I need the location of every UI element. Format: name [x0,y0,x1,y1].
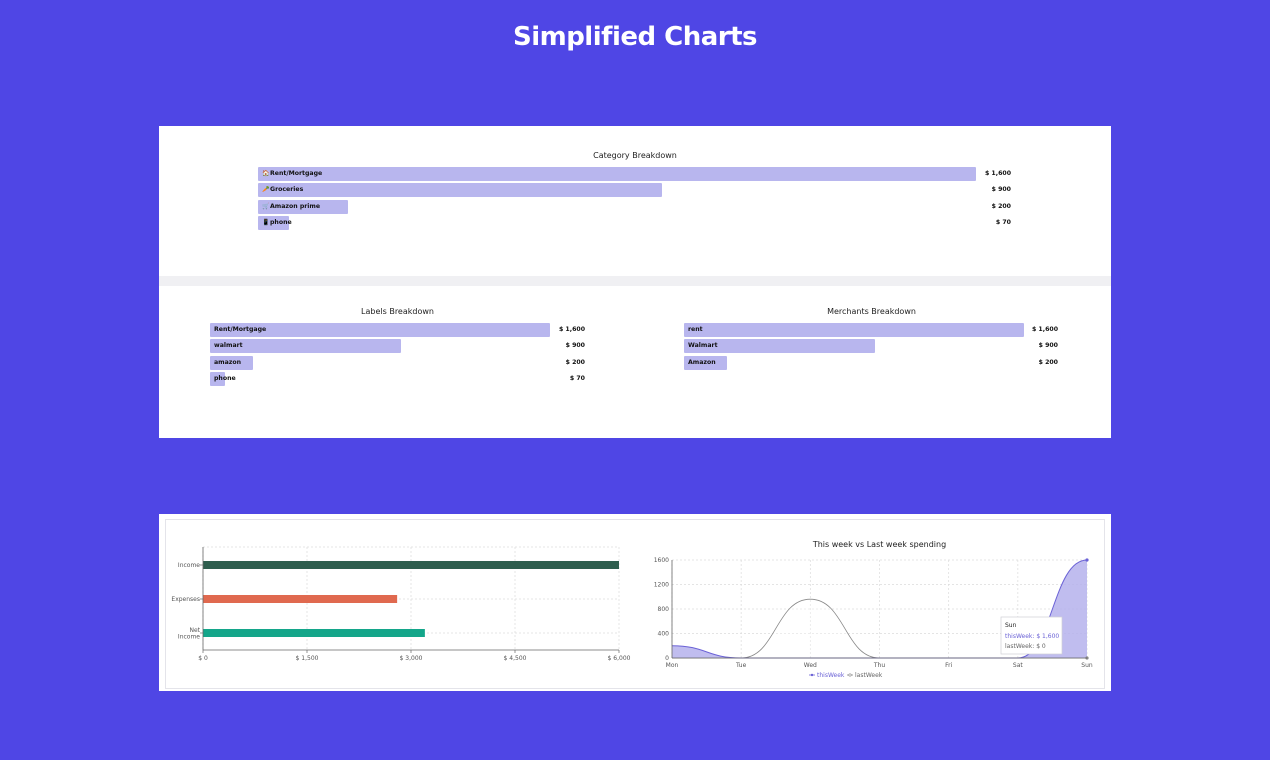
category-bar-value: $ 1,600 [984,170,1011,177]
merchants-bar-label: rent [688,323,703,337]
breakdown-card: Category Breakdown 🏠Rent/Mortgage $ 1,600… [159,126,1111,438]
lastweek-area [672,599,1087,658]
labels-bar [210,323,550,337]
category-bar-label: 🏠Rent/Mortgage [262,167,322,181]
labels-bar-label: Rent/Mortgage [214,323,266,337]
category-breakdown-title: Category Breakdown [593,151,677,160]
category-label-text: Rent/Mortgage [270,170,323,177]
week-xtick-label: Sat [1013,662,1023,669]
category-label-text: phone [270,218,292,226]
labels-bar-label: walmart [214,339,243,353]
week-tooltip-lastweek: lastWeek: $ 0 [1005,643,1046,650]
income-category-label: Expenses [171,596,200,603]
charts-card: $ 0 $ 1,500 $ 3,000 $ 4,500 $ 6,000 Income Exp… [159,514,1111,691]
income-bar [203,629,425,637]
page-title: Simplified Charts [512,22,758,52]
legend-thisweek-dot [810,673,814,677]
week-xtick-label: Wed [804,662,817,669]
legend-lastweek-dot [848,673,852,677]
week-xtick-label: Tue [735,662,747,669]
labels-bar [210,339,402,354]
cart-icon: 🛒 [262,202,270,210]
labels-breakdown-title: Labels Breakdown [361,307,434,316]
labels-bar-label: phone [214,372,236,386]
income-category-label: Net Income [178,627,201,641]
category-bar-value: $ 70 [995,218,1011,226]
income-category-label: Income [178,562,200,569]
income-xtick-label: $ 0 [198,655,208,662]
week-ytick-label: 800 [658,606,670,613]
merchants-bar-label: Walmart [688,339,718,353]
category-bar [258,167,976,181]
merchants-breakdown-title: Merchants Breakdown [827,307,916,316]
week-xtick-label: Mon [666,662,679,669]
labels-label-text: walmart [214,342,243,350]
merchants-bar-value: $ 900 [1038,342,1058,350]
thisweek-active-dot [1085,558,1089,562]
category-bar [258,199,348,214]
merchants-label-text: rent [688,326,703,333]
category-bar-label: 🥕Groceries [262,183,303,197]
labels-bar [210,371,225,386]
category-label-text: Groceries [270,186,304,194]
labels-label-text: phone [214,374,236,382]
income-xtick-label: $ 1,500 [296,655,319,662]
labels-bar-value: $ 200 [565,358,585,366]
labels-bar-value: $ 1,600 [558,326,585,333]
week-tooltip-title: Sun [1005,622,1017,629]
merchants-bar-value: $ 1,600 [1031,326,1058,333]
labels-label-text: amazon [214,358,242,366]
labels-bar-value: $ 900 [565,342,585,350]
merchants-bar [684,355,727,370]
income-expenses-chart: $ 0 $ 1,500 $ 3,000 $ 4,500 $ 6,000 Income Exp… [171,546,631,662]
merchants-bar [684,323,1024,337]
category-bar [258,215,290,230]
section-divider [159,276,1111,286]
week-tooltip [1000,616,1063,655]
income-bar [203,561,619,569]
merchants-label-text: Walmart [688,342,718,350]
labels-label-text: Rent/Mortgage [214,326,267,333]
category-label-text: Amazon prime [270,202,321,210]
category-bar-label: 📱phone [262,216,292,230]
labels-bar [210,355,253,370]
week-ytick-label: 1600 [654,557,669,564]
category-bar-label: 🛒Amazon prime [262,200,320,214]
merchants-bar-value: $ 200 [1038,358,1058,366]
labels-bar-value: $ 70 [569,374,585,382]
category-bar-value: $ 200 [991,202,1011,210]
category-bar-value: $ 900 [991,186,1011,194]
carrot-icon: 🥕 [262,186,270,194]
week-xtick-label: Thu [873,662,885,669]
income-bar [203,595,398,603]
week-tooltip-thisweek: thisWeek: $ 1,600 [1005,633,1059,640]
week-ytick-label: 400 [658,631,670,638]
house-icon: 🏠 [262,170,270,177]
income-xtick-label: $ 4,500 [504,655,527,662]
labels-bar-label: amazon [214,356,241,370]
merchants-bar-label: Amazon [688,356,716,370]
legend-thisweek-label: thisWeek [817,672,845,679]
merchants-label-text: Amazon [688,358,716,366]
week-spending-chart: This week vs Last week spending 0 400 800 12… [654,540,1093,679]
week-xtick-label: Sun [1081,662,1093,669]
week-xtick-label: Fri [945,662,952,669]
merchants-bar [684,339,876,354]
charts-frame [165,519,1105,689]
category-bar [258,183,662,198]
income-xtick-label: $ 6,000 [608,655,631,662]
week-chart-title: This week vs Last week spending [812,540,946,549]
phone-icon: 📱 [262,218,270,226]
income-xtick-label: $ 3,000 [400,655,423,662]
legend-lastweek-label: lastWeek [855,672,883,679]
week-ytick-label: 1200 [654,582,669,589]
week-ytick-label: 0 [665,655,669,662]
